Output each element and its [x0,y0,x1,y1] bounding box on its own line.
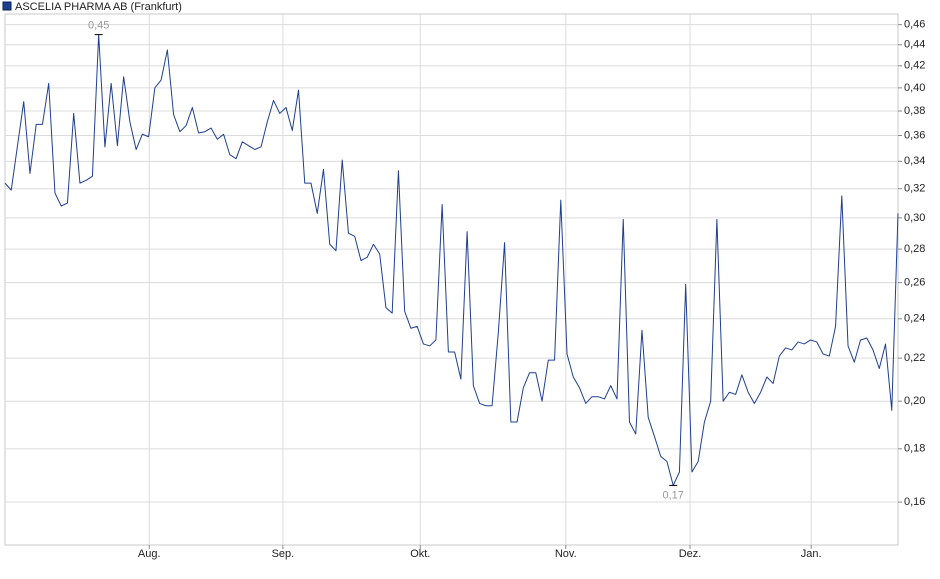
y-tick-label: 0,36 [904,129,925,141]
x-tick-label: Aug. [138,548,161,560]
y-tick-label: 0,38 [904,105,925,117]
annotation: 0,45 [88,20,109,32]
legend-swatch [2,1,12,11]
y-tick-label: 0,28 [904,243,925,255]
y-tick-label: 0,34 [904,155,925,167]
x-tick-label: Sep. [272,548,295,560]
y-tick-label: 0,18 [904,443,925,455]
y-tick-label: 0,32 [904,183,925,195]
y-tick-label: 0,44 [904,39,925,51]
x-tick-label: Nov. [555,548,577,560]
y-tick-label: 0,22 [904,352,925,364]
chart-title: ASCELIA PHARMA AB (Frankfurt) [15,1,182,13]
y-tick-label: 0,40 [904,82,925,94]
y-tick-label: 0,26 [904,276,925,288]
plot-area [4,13,899,546]
price-line [4,34,899,486]
y-tick-label: 0,46 [904,19,925,31]
y-tick-label: 0,16 [904,496,925,508]
x-tick-label: Okt. [410,548,430,560]
x-tick-label: Dez. [679,548,702,560]
y-tick-label: 0,20 [904,395,925,407]
annotation: 0,17 [662,489,683,501]
y-tick-label: 0,24 [904,313,925,325]
y-tick-label: 0,42 [904,60,925,72]
y-tick-label: 0,30 [904,212,925,224]
x-tick-label: Jan. [801,548,822,560]
